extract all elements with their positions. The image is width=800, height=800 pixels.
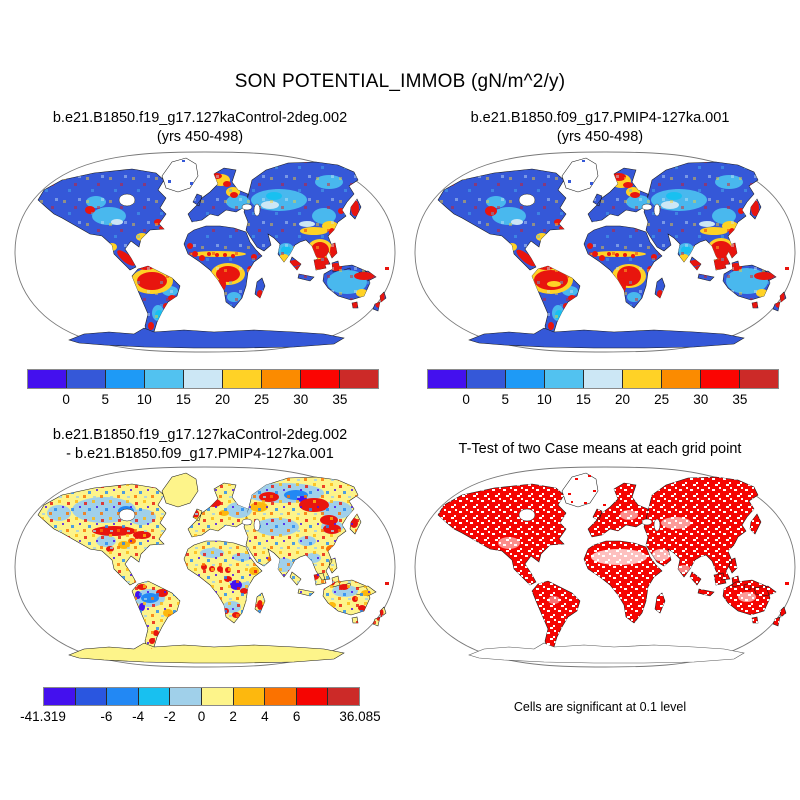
colorbar-cell xyxy=(700,370,739,388)
page-title: SON POTENTIAL_IMMOB (gN/m^2/y) xyxy=(234,71,566,92)
colorbar-tick-label: 20 xyxy=(615,392,631,407)
colorbar-tick-label: 6 xyxy=(292,709,301,724)
colorbar-tick-label: 20 xyxy=(215,392,231,407)
colorbar-tick-label: 25 xyxy=(654,392,670,407)
colorbar-tick-label: 35 xyxy=(732,392,748,407)
map-bottom-left-difference xyxy=(14,466,396,668)
panel-title-top-right: b.e21.B1850.f09_g17.PMIP4-127ka.001 (yrs… xyxy=(400,109,800,146)
colorbar-tick-label: 25 xyxy=(254,392,270,407)
map-top-left-means-control xyxy=(14,151,396,353)
colorbar-tick-label: 0 xyxy=(462,392,470,407)
colorbar-cell xyxy=(295,688,328,705)
colorbar-tick-label: 5 xyxy=(501,392,509,407)
colorbar-cells xyxy=(27,369,379,389)
colorbar-cell xyxy=(200,688,233,705)
colorbar-bottom-left: -41.319 -6 -4 -2 0 2 4 6 36.085 xyxy=(20,687,381,725)
colorbar-cell xyxy=(466,370,505,388)
case-name-top-right: b.e21.B1850.f09_g17.PMIP4-127ka.001 xyxy=(470,110,730,126)
colorbar-cell xyxy=(583,370,622,388)
colorbar-cell xyxy=(327,688,359,705)
colorbar-cell xyxy=(261,370,300,388)
colorbar-tick-label: 10 xyxy=(136,392,152,407)
colorbar-tick-label: 4 xyxy=(261,709,269,724)
colorbar-cell xyxy=(106,688,138,705)
colorbar-tick-label: 5 xyxy=(101,392,109,407)
colorbar-tick-label: -2 xyxy=(163,709,176,724)
years-top-right: (yrs 450-498) xyxy=(556,128,644,145)
colorbar-top-right: 0 5 10 15 20 25 30 35 xyxy=(427,369,779,408)
colorbar-tick-labels: -41.319 -6 -4 -2 0 2 4 6 36.085 xyxy=(20,709,381,725)
colorbar-cell xyxy=(264,688,296,705)
colorbar-tick-label: 30 xyxy=(293,392,309,407)
colorbar-cell xyxy=(661,370,700,388)
years-top-left: (yrs 450-498) xyxy=(156,128,244,145)
colorbar-tick-label: 2 xyxy=(229,709,237,724)
colorbar-cell xyxy=(144,370,183,388)
colorbar-tick-label: -41.319 xyxy=(20,709,66,724)
colorbar-cell xyxy=(66,370,105,388)
colorbar-cell xyxy=(222,370,261,388)
colorbar-tick-label: 15 xyxy=(175,392,191,407)
panel-title-bottom-left: b.e21.B1850.f19_g17.127kaControl-2deg.00… xyxy=(0,426,400,463)
colorbar-cell xyxy=(183,370,222,388)
colorbar-cells xyxy=(427,369,779,389)
colorbar-cell xyxy=(232,688,265,705)
colorbar-cell xyxy=(105,370,144,388)
colorbar-cell xyxy=(169,688,201,705)
colorbar-cells xyxy=(43,687,360,706)
ttest-title: T-Test of two Case means at each grid po… xyxy=(458,441,742,457)
colorbar-cell xyxy=(300,370,339,388)
colorbar-tick-labels: 0 5 10 15 20 25 30 35 xyxy=(427,392,779,408)
colorbar-tick-label: 35 xyxy=(332,392,348,407)
map-bottom-right-ttest xyxy=(414,466,796,668)
colorbar-cell xyxy=(739,370,778,388)
colorbar-tick-label: 0 xyxy=(62,392,70,407)
colorbar-cell xyxy=(339,370,378,388)
colorbar-tick-label: -6 xyxy=(100,709,113,724)
panel-title-bottom-right: T-Test of two Case means at each grid po… xyxy=(400,441,800,457)
diff-case-line2: - b.e21.B1850.f09_g17.PMIP4-127ka.001 xyxy=(66,445,334,462)
colorbar-cell xyxy=(505,370,544,388)
colorbar-tick-labels: 0 5 10 15 20 25 30 35 xyxy=(27,392,379,408)
colorbar-cell xyxy=(428,370,466,388)
colorbar-cell xyxy=(544,370,583,388)
colorbar-cell xyxy=(28,370,66,388)
colorbar-tick-label: 10 xyxy=(536,392,552,407)
case-name-top-left: b.e21.B1850.f19_g17.127kaControl-2deg.00… xyxy=(52,110,348,126)
colorbar-cell xyxy=(622,370,661,388)
colorbar-tick-label: 30 xyxy=(693,392,709,407)
colorbar-cell xyxy=(44,688,75,705)
colorbar-tick-label: -4 xyxy=(132,709,145,724)
significance-caption: Cells are significant at 0.1 level xyxy=(513,700,687,714)
colorbar-top-left: 0 5 10 15 20 25 30 35 xyxy=(27,369,379,408)
panel-title-top-left: b.e21.B1850.f19_g17.127kaControl-2deg.00… xyxy=(0,109,400,146)
map-top-right-means-pmip4 xyxy=(414,151,796,353)
colorbar-cell xyxy=(137,688,170,705)
colorbar-cell xyxy=(74,688,107,705)
colorbar-tick-label: 0 xyxy=(197,709,206,724)
colorbar-tick-label: 15 xyxy=(575,392,591,407)
colorbar-tick-label: 36.085 xyxy=(339,709,381,724)
diff-case-line1: b.e21.B1850.f19_g17.127kaControl-2deg.00… xyxy=(52,427,348,443)
